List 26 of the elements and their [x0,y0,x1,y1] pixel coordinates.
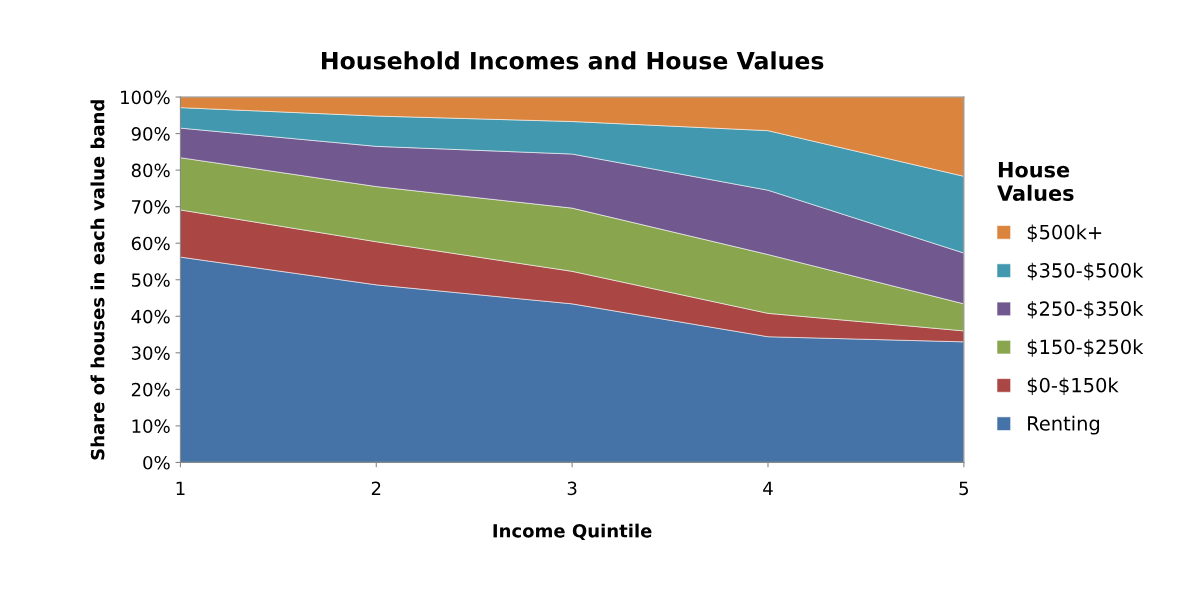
y-tick-label: 10% [132,419,170,434]
legend-label: Renting [1028,415,1100,435]
x-tick-label: 4 [763,481,773,495]
chart-title: Household Incomes and House Values [321,51,824,70]
x-tick-label: 2 [371,481,381,495]
legend-label: $350-$500k [1027,262,1144,281]
y-tick-label: 50% [131,273,170,287]
y-axis-title: Share of houses in each value band [90,100,105,460]
y-tick-label: 70% [132,200,170,214]
y-tick-label: 60% [131,236,170,251]
y-tick-label: 20% [131,382,170,397]
x-axis-title: Income Quintile [493,523,652,541]
x-tick-label: 1 [176,481,185,495]
y-tick-label: 40% [131,309,170,324]
legend-label: $500k+ [1027,224,1102,243]
y-tick-label: 80% [131,163,170,178]
x-tick-label: 3 [567,481,577,496]
y-tick-label: 90% [131,127,170,141]
legend-title: House Values [997,162,1074,201]
legend-label: $250-$350k [1027,300,1144,319]
y-tick-label: 0% [143,455,170,470]
x-tick-label: 5 [959,481,969,496]
y-tick-label: 30% [131,346,170,360]
legend-label: $0-$150k [1027,377,1119,396]
legend-label: $150-$250k [1027,339,1144,357]
y-tick-label: 100% [121,90,170,105]
